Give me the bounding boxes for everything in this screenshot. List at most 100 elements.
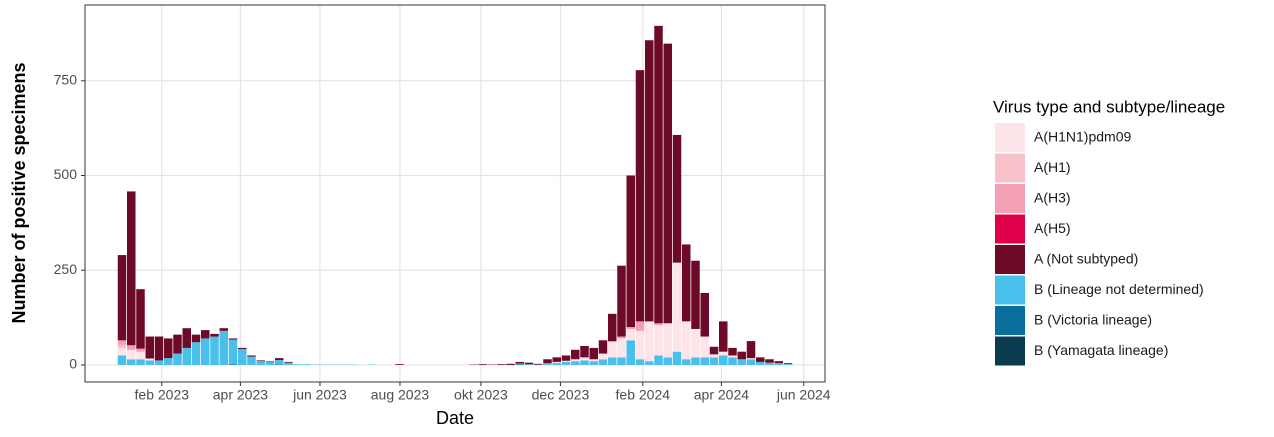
bar-segment	[552, 357, 561, 362]
bar-segment	[784, 364, 793, 365]
bar-segment	[719, 355, 728, 364]
bar-segment	[155, 360, 164, 365]
bar-segment	[654, 325, 663, 355]
bar-segment	[663, 357, 672, 365]
bar-segment	[626, 329, 635, 340]
bar-segment	[737, 359, 746, 365]
bar-segment	[580, 357, 589, 360]
legend-key	[995, 154, 1025, 183]
bar-segment	[395, 364, 404, 365]
bar-segment	[682, 244, 691, 321]
x-tick-label: aug 2023	[371, 387, 430, 403]
bar-segment	[534, 364, 543, 365]
bar-segment	[608, 314, 617, 341]
bar-segment	[645, 321, 654, 361]
x-tick-label: dec 2023	[532, 387, 590, 403]
bar-segment	[118, 340, 127, 345]
legend-key	[995, 306, 1025, 335]
x-axis-title: Date	[436, 408, 474, 428]
bar-segment	[645, 40, 654, 321]
bar-segment	[774, 363, 783, 365]
legend-key	[995, 184, 1025, 213]
bar-segment	[543, 359, 552, 363]
y-tick-label: 250	[54, 261, 78, 277]
bar-segment	[145, 360, 154, 365]
bar-segment	[599, 354, 608, 360]
bar-segment	[710, 357, 719, 365]
bar-segment	[617, 266, 626, 337]
x-tick-label: jun 2024	[776, 387, 831, 403]
bar-segment	[562, 361, 571, 362]
bar-segment	[247, 357, 256, 365]
bar-segment	[663, 44, 672, 324]
bar-segment	[645, 361, 654, 365]
x-tick-label: jun 2023	[292, 387, 347, 403]
bar-segment	[700, 293, 709, 337]
bar-segment	[127, 350, 136, 359]
bar-segment	[127, 359, 136, 365]
bar-segment	[599, 340, 608, 353]
bar-segment	[673, 135, 682, 263]
bar-segment	[155, 337, 164, 361]
bar-segment	[210, 334, 219, 337]
bar-segment	[515, 363, 524, 364]
y-tick-label: 500	[54, 166, 78, 182]
bar-segment	[525, 363, 534, 365]
bar-segment	[589, 359, 598, 361]
bar-segment	[238, 349, 247, 365]
bar-segment	[673, 263, 682, 352]
bar-segment	[219, 331, 228, 365]
bar-segment	[636, 359, 645, 365]
bar-segment	[626, 327, 635, 329]
bar-segment	[608, 357, 617, 365]
bar-segment	[589, 348, 598, 359]
bar-segment	[182, 328, 191, 348]
bar-segment	[210, 337, 219, 365]
bar-segment	[691, 329, 700, 357]
bar-segment	[756, 357, 765, 362]
bar-segment	[145, 337, 154, 359]
y-tick-label: 0	[69, 356, 77, 372]
bar-segment	[201, 330, 210, 338]
bar-segment	[719, 321, 728, 351]
x-tick-label: apr 2024	[694, 387, 749, 403]
bar-segment	[599, 359, 608, 365]
bar-segment	[747, 341, 756, 358]
bar-segment	[562, 362, 571, 365]
bar-segment	[266, 362, 275, 365]
bar-segment	[136, 352, 145, 360]
legend-label: B (Lineage not determined)	[1034, 281, 1204, 297]
bar-segment	[497, 364, 506, 365]
bar-segment	[774, 361, 783, 363]
bar-segment	[654, 26, 663, 323]
bar-segment	[636, 331, 645, 359]
bar-segment	[552, 362, 561, 363]
bar-segment	[571, 359, 580, 361]
bar-segment	[238, 348, 247, 349]
bar-segment	[256, 361, 265, 365]
legend-key	[995, 245, 1025, 274]
bar-segment	[145, 359, 154, 361]
bar-segment	[192, 342, 201, 365]
legend-label: A (Not subtyped)	[1034, 251, 1138, 267]
legend-key	[995, 276, 1025, 305]
legend-title: Virus type and subtype/lineage	[993, 97, 1225, 116]
bar-segment	[164, 338, 173, 358]
bar-segment	[219, 328, 228, 331]
bar-segment	[682, 359, 691, 365]
bar-segment	[571, 350, 580, 359]
bar-segment	[303, 364, 312, 365]
x-tick-label: apr 2023	[213, 387, 268, 403]
bar-segment	[293, 364, 302, 365]
bar-segment	[617, 338, 626, 357]
plot-panel	[85, 5, 825, 382]
bar-segment	[275, 358, 284, 360]
bar-segment	[515, 362, 524, 364]
bar-segment	[506, 364, 515, 365]
legend-label: A(H1N1)pdm09	[1034, 129, 1131, 145]
bar-segment	[580, 360, 589, 365]
y-tick-label: 750	[54, 71, 78, 87]
legend-key	[995, 123, 1025, 152]
bar-segment	[571, 361, 580, 365]
